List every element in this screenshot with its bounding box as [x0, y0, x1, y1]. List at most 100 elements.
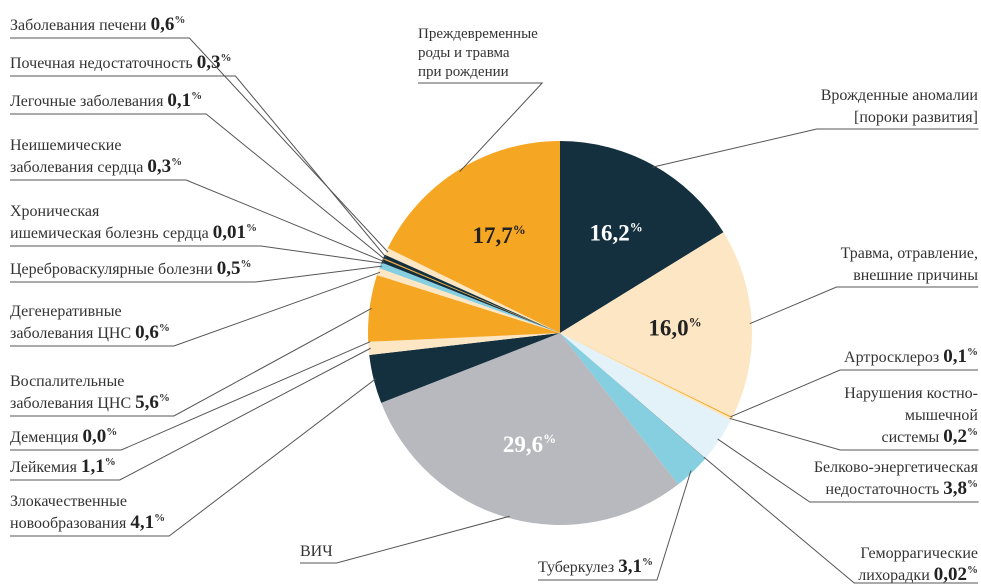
leader-line — [10, 347, 371, 481]
label-line: лихорадки — [858, 567, 930, 584]
value-label: 16,2% — [590, 219, 643, 245]
label-line: роды и травма — [418, 45, 510, 61]
category-label: Злокачественные новообразования 4,1% — [10, 493, 165, 533]
label-line: Заболевания печени — [10, 17, 147, 34]
pie-slice — [560, 333, 706, 459]
category-label: Хроническая ишемическая болезнь сердца 0,… — [10, 203, 257, 243]
leader-line — [10, 378, 376, 537]
pie-slice — [379, 262, 560, 333]
leader-line — [10, 341, 371, 451]
category-label: Деменция 0,0% — [10, 426, 117, 447]
category-label: Врожденные аномалии [пороки развития] — [821, 87, 979, 126]
label-line: заболевания сердца — [10, 159, 143, 176]
label-line: ВИЧ — [300, 543, 333, 560]
label-line: мышечной — [905, 407, 979, 424]
pie-slice — [381, 262, 560, 333]
leader-line — [10, 179, 385, 263]
label-line: Почечная недостаточность — [10, 55, 193, 72]
leader-line — [703, 456, 978, 584]
label-line: Туберкулез — [538, 559, 614, 576]
label-line: Преждевременные — [418, 26, 538, 42]
value-label: 4,1 — [130, 512, 154, 533]
category-label: Нарушения костно-мышечной системы 0,2% — [844, 385, 978, 447]
category-label: Цереброваскулярные болезни 0,5% — [10, 258, 251, 279]
label-line: недостаточность — [826, 481, 940, 498]
category-label: Артросклероз 0,1% — [844, 346, 978, 367]
pie-slice — [369, 333, 560, 403]
leader-line — [749, 286, 979, 325]
value-label: 0,6 — [151, 14, 175, 35]
value-label: 0,5 — [217, 258, 241, 279]
category-label: Преждевременные роды и травма при рождении — [418, 26, 538, 80]
value-label: 3,1 — [618, 556, 642, 577]
category-label: Белково-энергетическая недостаточность 3,… — [814, 459, 979, 499]
category-label: Лейкемия 1,1% — [10, 456, 116, 477]
value-label: 0,02 — [934, 564, 967, 585]
label-line: Хроническая — [10, 203, 100, 220]
category-label: Травма, отравление, внешние причины — [841, 245, 979, 284]
label-line: при рождении — [418, 64, 509, 80]
label-line: Нарушения костно- — [844, 385, 978, 402]
category-label: Легочные заболевания 0,1% — [10, 90, 202, 111]
value-label: 5,6 — [135, 392, 159, 413]
label-line: Дегенеративные — [10, 303, 122, 320]
pie-slice — [381, 333, 679, 525]
value-label: 0,1 — [167, 90, 191, 111]
leader-line — [10, 307, 372, 417]
label-line: Неишемические — [10, 137, 121, 154]
label-line: системы — [882, 429, 940, 446]
pie-slice — [382, 258, 560, 333]
leader-line — [652, 128, 979, 168]
pie-slice — [381, 259, 560, 333]
leader-line — [10, 37, 389, 253]
pie-slice — [383, 254, 560, 333]
unit: % — [543, 431, 556, 446]
value-text: 29,6 — [503, 432, 543, 457]
leader-line — [729, 417, 979, 451]
leader-line — [10, 113, 386, 260]
pie-slice — [560, 333, 733, 419]
value-label: 0,01 — [213, 222, 246, 243]
leader-line — [10, 75, 387, 258]
leader-line — [730, 369, 978, 418]
value-label: 3,8 — [943, 478, 967, 499]
category-label: Неишемические заболевания сердца 0,3% — [10, 137, 182, 177]
label-line: Злокачественные — [10, 493, 127, 510]
unit: % — [154, 512, 165, 524]
label-line: Цереброваскулярные болезни — [10, 261, 213, 278]
leader-line — [10, 245, 384, 264]
category-label: Дегенеративные заболевания ЦНС 0,6% — [10, 303, 170, 343]
unit: % — [105, 456, 116, 468]
category-label: Почечная недостаточность 0,3% — [10, 52, 231, 73]
label-line: Артросклероз — [844, 349, 939, 366]
leader-line — [300, 515, 510, 564]
unit: % — [967, 478, 978, 490]
category-label: Воспалительные заболевания ЦНС 5,6% — [10, 373, 170, 413]
unit: % — [240, 258, 251, 270]
unit: % — [967, 564, 978, 576]
label-line: заболевания ЦНС — [10, 325, 131, 342]
pie-slice — [384, 248, 560, 333]
leader-line — [10, 271, 381, 347]
unit: % — [159, 322, 170, 334]
unit: % — [106, 426, 117, 438]
label-line: Травма, отравление, — [841, 245, 978, 262]
label-line: Врожденные аномалии — [821, 87, 979, 104]
value-label: 0,0 — [82, 426, 106, 447]
unit: % — [630, 219, 643, 234]
value-label: 0,1 — [943, 346, 967, 367]
label-line: Воспалительные — [10, 373, 124, 390]
value-label: 0,6 — [135, 322, 159, 343]
label-line: заболевания ЦНС — [10, 395, 131, 412]
value-label: 0,3 — [197, 52, 221, 73]
value-text: 16,2 — [590, 220, 630, 245]
unit: % — [174, 14, 185, 26]
value-label: 17,7% — [473, 222, 526, 248]
pie-slice — [560, 333, 731, 459]
pie-slice — [560, 333, 733, 421]
pie-slice — [368, 275, 560, 342]
pie-slice — [560, 333, 706, 485]
unit: % — [191, 90, 202, 102]
unit: % — [967, 346, 978, 358]
